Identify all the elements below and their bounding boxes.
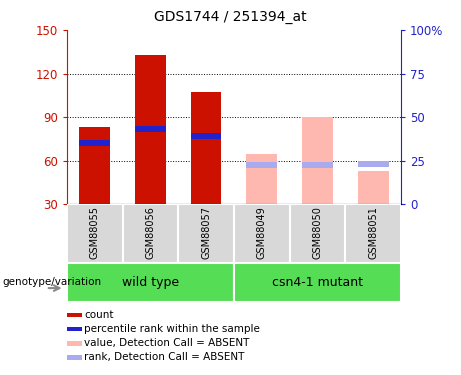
Text: GSM88049: GSM88049	[257, 206, 267, 259]
Text: GSM88056: GSM88056	[145, 206, 155, 259]
Bar	[123, 204, 178, 262]
Bar	[302, 162, 333, 168]
Bar	[79, 141, 110, 146]
Text: wild type: wild type	[122, 276, 179, 289]
Bar	[290, 204, 345, 262]
Bar	[67, 204, 123, 262]
Text: rank, Detection Call = ABSENT: rank, Detection Call = ABSENT	[84, 352, 245, 362]
Bar	[67, 262, 234, 302]
Bar	[234, 262, 401, 302]
Text: genotype/variation: genotype/variation	[2, 277, 101, 287]
Text: GSM88050: GSM88050	[313, 206, 323, 259]
Bar	[79, 128, 110, 204]
Bar	[67, 355, 82, 360]
Bar	[67, 313, 82, 318]
Bar	[247, 162, 277, 168]
Bar	[67, 341, 82, 345]
Text: csn4-1 mutant: csn4-1 mutant	[272, 276, 363, 289]
Bar	[345, 204, 401, 262]
Text: value, Detection Call = ABSENT: value, Detection Call = ABSENT	[84, 338, 250, 348]
Text: GSM88051: GSM88051	[368, 206, 378, 259]
Bar	[234, 204, 290, 262]
Text: GSM88057: GSM88057	[201, 206, 211, 259]
Bar	[358, 171, 389, 204]
Bar	[135, 55, 165, 204]
Bar	[302, 117, 333, 204]
Text: count: count	[84, 310, 114, 320]
Bar	[178, 204, 234, 262]
Text: GDS1744 / 251394_at: GDS1744 / 251394_at	[154, 10, 307, 24]
Bar	[135, 126, 165, 132]
Bar	[358, 161, 389, 166]
Bar	[67, 327, 82, 332]
Text: GSM88055: GSM88055	[90, 206, 100, 259]
Text: percentile rank within the sample: percentile rank within the sample	[84, 324, 260, 334]
Bar	[191, 133, 221, 139]
Bar	[191, 93, 221, 204]
Bar	[247, 153, 277, 204]
